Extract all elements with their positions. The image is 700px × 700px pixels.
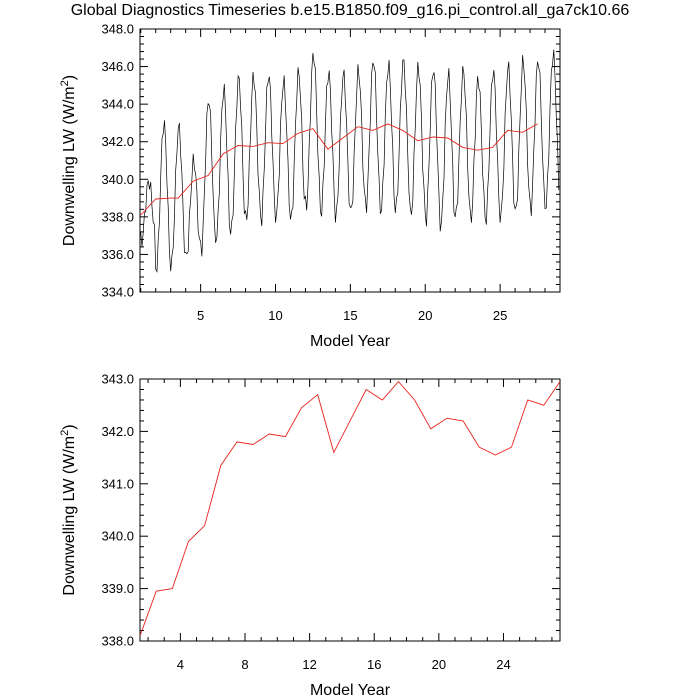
top-y-tick-label: 338.0 (101, 209, 134, 224)
bottom-y-tick-label: 342.0 (101, 424, 134, 439)
top-y-tick-label: 346.0 (101, 59, 134, 74)
bottom-x-tick-label: 4 (177, 657, 184, 672)
bottom-x-tick-label: 16 (367, 657, 381, 672)
top-y-tick-label: 336.0 (101, 247, 134, 262)
top-x-tick-label: 5 (197, 308, 204, 323)
top-y-axis-label-end: ) (61, 75, 78, 80)
top-y-tick-label: 340.0 (101, 172, 134, 187)
bottom-y-tick-label: 338.0 (101, 634, 134, 649)
top-plot-frame (139, 28, 561, 293)
bottom-y-axis-label-end: ) (61, 424, 78, 429)
top-annual-mean-series-line (140, 123, 538, 216)
top-x-tick-label: 10 (268, 308, 282, 323)
bottom-x-tick-label: 24 (496, 657, 510, 672)
bottom-x-tick-label: 12 (302, 657, 316, 672)
top-y-tick-label: 348.0 (101, 22, 134, 37)
top-monthly-series-line (140, 49, 560, 273)
bottom-x-tick-label: 20 (432, 657, 446, 672)
bottom-x-axis-label: Model Year (310, 682, 391, 699)
top-y-axis-label-main: Downwelling LW (W/m (61, 86, 78, 246)
top-x-tick-label: 25 (493, 308, 507, 323)
bottom-y-axis-label-sup: 2 (59, 430, 71, 436)
bottom-y-tick-label: 343.0 (101, 372, 134, 387)
bottom-y-tick-label: 339.0 (101, 581, 134, 596)
top-x-tick-label: 20 (418, 308, 432, 323)
top-y-tick-label: 344.0 (101, 97, 134, 112)
bottom-y-tick-label: 340.0 (101, 529, 134, 544)
bottom-y-tick-label: 341.0 (101, 476, 134, 491)
bottom-y-axis-label-main: Downwelling LW (W/m (61, 436, 78, 596)
top-x-tick-label: 15 (343, 308, 357, 323)
top-x-axis-label: Model Year (310, 333, 391, 350)
top-y-tick-label: 342.0 (101, 134, 134, 149)
top-y-axis-label-sup: 2 (59, 80, 71, 86)
chart-title: Global Diagnostics Timeseries b.e15.B185… (70, 2, 630, 19)
bottom-y-axis-label: Downwelling LW (W/m2) (59, 424, 78, 595)
top-y-tick-label: 334.0 (101, 285, 134, 300)
bottom-annual-mean-series-line (140, 380, 560, 636)
top-panel: 334.0 336.0 338.0 340.0 342.0 344.0 346.0 348.0… (59, 22, 561, 350)
bottom-panel: 338.0 339.0 340.0 341.0 342.0 343.0 4 8 12 16 20 24… (59, 372, 561, 699)
top-y-axis-label: Downwelling LW (W/m2) (59, 75, 78, 246)
bottom-plot-frame (139, 378, 561, 642)
bottom-x-tick-label: 8 (241, 657, 248, 672)
